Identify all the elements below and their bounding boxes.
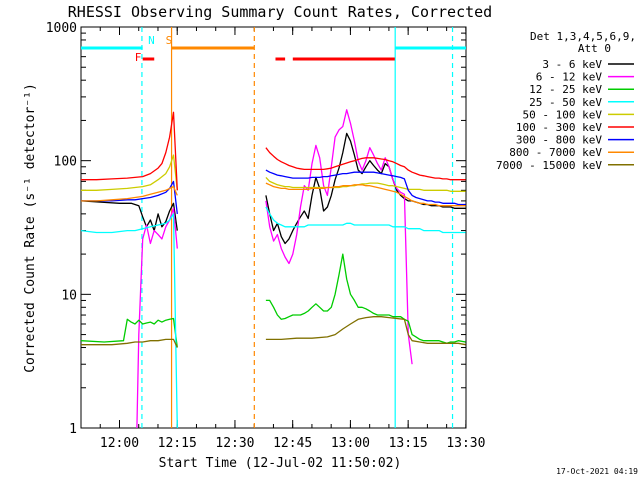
series-line xyxy=(81,154,178,191)
legend-entry-label: 3 - 6 keV xyxy=(542,58,602,71)
flag-label: N xyxy=(148,34,155,47)
x-axis-label: Start Time (12-Jul-02 11:50:02) xyxy=(159,456,402,471)
series-line xyxy=(265,316,466,346)
y-tick-labels: 1 10 100 1000 xyxy=(46,21,77,437)
x-tick-label: 13:30 xyxy=(446,436,485,451)
legend-entry-label: 800 - 7000 keV xyxy=(509,146,602,159)
y-tick-label: 1000 xyxy=(46,21,77,36)
legend-entry-label: 50 - 100 keV xyxy=(523,108,603,121)
vertical-markers xyxy=(141,27,454,428)
series-line xyxy=(80,317,178,348)
series-line xyxy=(265,169,466,206)
series-line xyxy=(265,182,466,207)
series-line xyxy=(81,338,178,348)
y-axis-label: Corrected Count Rate (s⁻¹ detector⁻¹) xyxy=(23,83,38,373)
legend-entry-label: 6 - 12 keV xyxy=(536,71,603,84)
chart-title: RHESSI Observing Summary Count Rates, Co… xyxy=(68,3,492,21)
legend-entry-label: 100 - 300 keV xyxy=(516,121,602,134)
series-line xyxy=(265,176,466,192)
x-tick-label: 12:00 xyxy=(100,436,139,451)
x-tick-labels: 12:00 12:15 12:30 12:45 13:00 13:15 13:30 xyxy=(100,436,486,451)
observing-flags: N S F xyxy=(81,34,466,64)
legend-entry-label: 7000 - 15000 keV xyxy=(496,159,602,172)
flag-label: S xyxy=(166,34,173,47)
x-tick-label: 12:30 xyxy=(215,436,254,451)
series-line xyxy=(81,185,178,202)
series-line xyxy=(265,206,466,234)
series-line xyxy=(80,213,178,429)
x-tick-label: 12:15 xyxy=(158,436,197,451)
x-tick-label: 12:45 xyxy=(273,436,312,451)
legend-header-line-2: Att 0 xyxy=(578,42,611,55)
y-tick-label: 100 xyxy=(54,155,77,170)
axis-ticks xyxy=(81,26,467,429)
timestamp: 17-Oct-2021 04:19 xyxy=(556,467,638,476)
series-line xyxy=(265,109,413,365)
flag-label: F xyxy=(135,51,142,64)
legend-entry-label: 300 - 800 keV xyxy=(516,134,602,147)
legend-header-line-1: Det 1,3,4,5,6,9, xyxy=(530,30,636,43)
series-line xyxy=(265,147,466,181)
y-tick-label: 10 xyxy=(61,288,77,303)
x-tick-label: 13:00 xyxy=(331,436,370,451)
series-lines xyxy=(80,109,466,429)
series-line xyxy=(265,253,466,344)
series-line xyxy=(81,111,178,191)
series-line xyxy=(81,180,178,214)
legend-entry-label: 25 - 50 keV xyxy=(529,96,602,109)
x-tick-label: 13:15 xyxy=(389,436,428,451)
y-tick-label: 1 xyxy=(69,422,77,437)
series-line xyxy=(80,200,178,232)
legend-entry-label: 12 - 25 keV xyxy=(529,83,602,96)
